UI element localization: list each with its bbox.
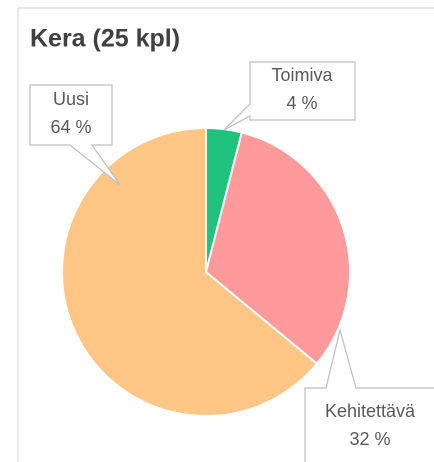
slice-label: Uusi [53,89,89,109]
callout [223,61,356,131]
callout [304,327,434,462]
slice-value: 64 % [50,117,91,137]
pie [61,126,351,417]
slice-label: Toimiva [271,65,333,85]
slice-label: Kehitettävä [325,401,416,421]
pie-slice [61,126,319,417]
callout [29,84,121,186]
slice-value: 32 % [349,429,390,449]
pie-slice [204,131,351,366]
chart-title: Kera (25 kpl) [30,25,180,53]
slice-value: 4 % [286,93,317,113]
